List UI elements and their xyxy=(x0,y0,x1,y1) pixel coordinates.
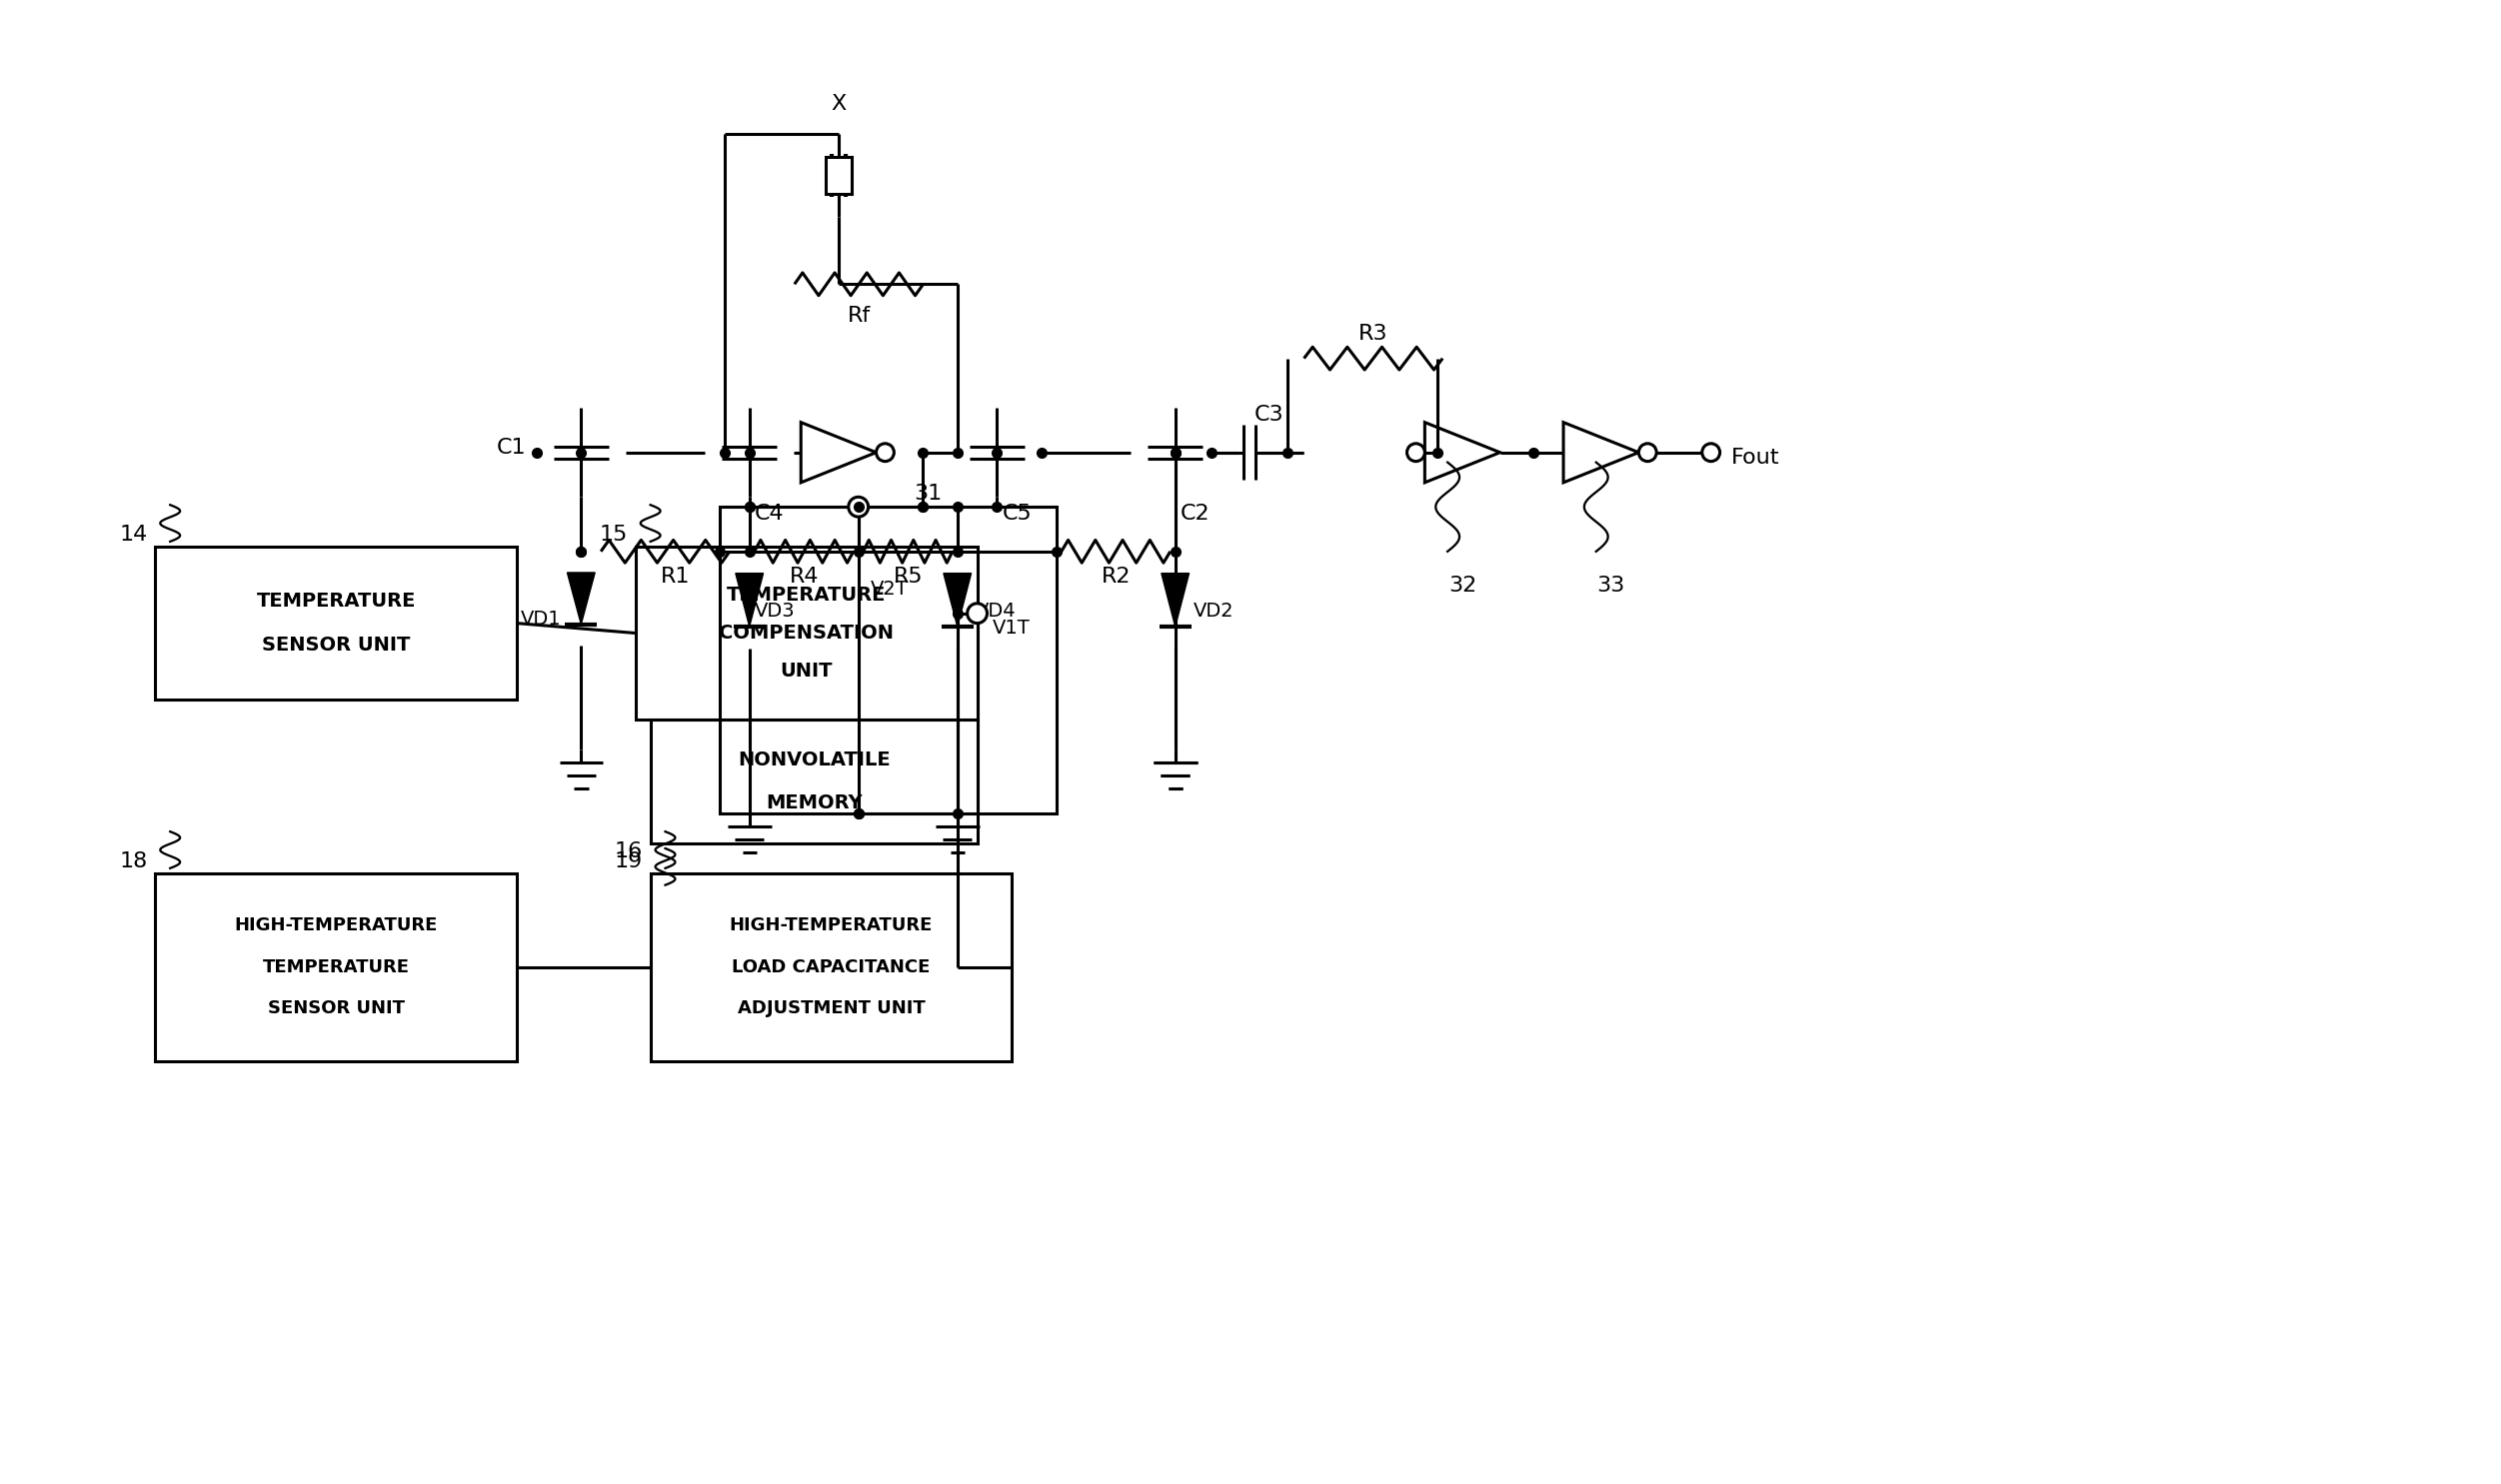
Polygon shape xyxy=(568,573,595,625)
Text: X: X xyxy=(830,93,845,114)
Text: V1T: V1T xyxy=(993,619,1030,638)
Text: C1: C1 xyxy=(498,438,528,457)
Text: HIGH-TEMPERATURE: HIGH-TEMPERATURE xyxy=(730,917,933,935)
Text: Rf: Rf xyxy=(848,306,870,326)
Polygon shape xyxy=(735,573,763,626)
Text: 19: 19 xyxy=(615,852,643,871)
Text: HIGH-TEMPERATURE: HIGH-TEMPERATURE xyxy=(235,917,438,935)
Text: SENSOR UNIT: SENSOR UNIT xyxy=(268,1000,405,1018)
Text: 33: 33 xyxy=(1596,576,1626,597)
Text: VD4: VD4 xyxy=(975,601,1015,620)
Circle shape xyxy=(1408,444,1426,462)
Text: R2: R2 xyxy=(1100,567,1130,586)
Text: 16: 16 xyxy=(615,841,643,861)
Circle shape xyxy=(968,604,988,623)
Bar xyxy=(825,156,850,194)
Text: 32: 32 xyxy=(1448,576,1476,597)
Bar xyxy=(650,873,1013,1061)
Text: TEMPERATURE: TEMPERATURE xyxy=(728,586,885,605)
Text: 14: 14 xyxy=(120,525,148,545)
Text: C2: C2 xyxy=(1180,503,1210,524)
Text: SENSOR UNIT: SENSOR UNIT xyxy=(263,635,410,654)
Text: VD1: VD1 xyxy=(520,610,560,628)
Circle shape xyxy=(1638,444,1656,462)
Text: ADJUSTMENT UNIT: ADJUSTMENT UNIT xyxy=(738,1000,925,1018)
Text: VD3: VD3 xyxy=(755,601,795,620)
Circle shape xyxy=(848,497,868,516)
Bar xyxy=(635,546,978,720)
Text: MEMORY: MEMORY xyxy=(765,794,863,813)
Text: VD2: VD2 xyxy=(1193,601,1233,620)
Text: C4: C4 xyxy=(755,503,783,524)
Text: LOAD CAPACITANCE: LOAD CAPACITANCE xyxy=(733,959,930,976)
Bar xyxy=(650,720,978,843)
Text: V2T: V2T xyxy=(870,580,908,598)
Polygon shape xyxy=(943,573,970,626)
Text: 31: 31 xyxy=(913,484,943,505)
Bar xyxy=(155,873,518,1061)
Text: 15: 15 xyxy=(600,525,628,545)
Text: C3: C3 xyxy=(1256,405,1283,424)
Text: R5: R5 xyxy=(893,567,923,586)
Polygon shape xyxy=(1160,573,1188,626)
Circle shape xyxy=(1703,444,1721,462)
Text: TEMPERATURE: TEMPERATURE xyxy=(255,592,415,611)
Text: C5: C5 xyxy=(1003,503,1033,524)
Circle shape xyxy=(875,444,893,462)
Text: R4: R4 xyxy=(790,567,818,586)
Text: R1: R1 xyxy=(660,567,690,586)
Text: NONVOLATILE: NONVOLATILE xyxy=(738,751,890,769)
Text: R3: R3 xyxy=(1358,324,1388,344)
Text: UNIT: UNIT xyxy=(780,662,833,680)
Bar xyxy=(155,546,518,700)
Text: 18: 18 xyxy=(120,852,148,871)
Bar xyxy=(720,508,1055,813)
Text: TEMPERATURE: TEMPERATURE xyxy=(263,959,410,976)
Text: COMPENSATION: COMPENSATION xyxy=(718,623,893,643)
Text: Fout: Fout xyxy=(1731,447,1778,467)
